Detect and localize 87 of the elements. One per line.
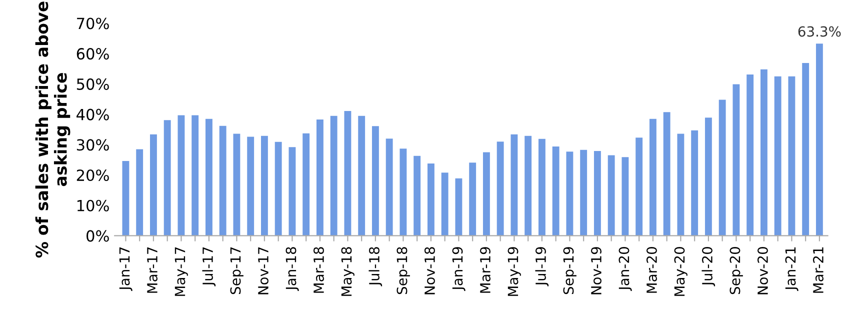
bar — [219, 126, 226, 236]
y-tick-label: 0% — [86, 230, 109, 242]
y-axis-title: % of sales with price above asking price — [35, 2, 70, 258]
bar — [136, 149, 144, 236]
bar — [663, 112, 670, 236]
bar — [441, 172, 448, 236]
x-tick-label: Mar-19 — [480, 247, 490, 293]
bar — [677, 134, 684, 236]
x-tick-label: May-17 — [174, 247, 188, 296]
x-tick-label: May-18 — [341, 247, 354, 296]
bar — [622, 157, 629, 236]
x-tick-label: Sep-20 — [730, 247, 743, 294]
bar — [302, 133, 310, 236]
y-tick-label: 10% — [77, 200, 109, 212]
bar — [455, 178, 462, 236]
bar — [816, 44, 823, 236]
x-tick-label: Jan-17 — [119, 247, 132, 291]
bar — [538, 138, 546, 236]
bar — [691, 130, 698, 236]
x-tick-label: Jul-17 — [202, 247, 216, 286]
bar — [372, 126, 379, 236]
bar — [274, 142, 282, 236]
y-tick-label: 20% — [76, 169, 109, 182]
x-tick-label: May-20 — [674, 247, 688, 296]
x-tick-label: Nov-19 — [590, 247, 602, 294]
bar — [746, 74, 754, 236]
y-tick-label: 40% — [76, 108, 109, 120]
bar — [649, 118, 656, 236]
bar — [566, 152, 574, 236]
bar — [636, 138, 643, 236]
bar — [400, 148, 407, 236]
bar — [788, 76, 796, 236]
x-tick-label: Jul-18 — [368, 247, 382, 286]
bar — [247, 136, 254, 236]
bar — [552, 146, 560, 236]
bar — [482, 152, 490, 236]
bar — [164, 120, 171, 236]
bar — [358, 116, 366, 236]
bar — [469, 162, 476, 236]
bar — [594, 151, 601, 236]
x-tick-label: Jul-19 — [535, 247, 549, 286]
bar — [510, 134, 518, 236]
bar — [150, 134, 157, 236]
bar — [122, 161, 130, 236]
x-tick-label: Jan-18 — [286, 247, 299, 291]
bar — [288, 147, 296, 236]
x-tick-label: Mar-18 — [313, 247, 324, 293]
bar — [316, 119, 324, 236]
bar — [260, 136, 268, 236]
x-tick-label: Jan-20 — [618, 247, 632, 291]
x-tick-label: May-19 — [508, 247, 521, 296]
bar — [760, 69, 768, 236]
bar — [330, 116, 338, 236]
x-tick-label: Jan-21 — [785, 247, 798, 291]
data-label: 63.3% — [798, 26, 841, 37]
y-tick-label: 70% — [77, 18, 109, 30]
bar — [192, 115, 199, 236]
x-tick-label: Mar-17 — [147, 247, 158, 293]
x-tick-label: Sep-18 — [396, 247, 410, 294]
bar — [344, 110, 352, 236]
bar — [732, 84, 740, 236]
bar — [205, 118, 212, 236]
bar — [802, 63, 810, 236]
bar — [608, 155, 615, 236]
y-tick-label: 30% — [76, 139, 109, 151]
y-tick-label: 60% — [76, 48, 109, 60]
x-tick-label: Nov-18 — [424, 247, 435, 294]
bar — [233, 134, 240, 236]
bar — [414, 156, 421, 236]
x-tick-label: Mar-20 — [646, 247, 657, 293]
bar — [580, 150, 588, 236]
bar — [718, 100, 726, 236]
x-tick-label: Nov-20 — [757, 247, 768, 294]
bar — [178, 115, 185, 236]
x-tick-label: Jul-20 — [702, 247, 716, 286]
x-tick-label: Sep-19 — [563, 247, 576, 294]
x-tick-label: Mar-21 — [812, 247, 824, 293]
bar — [427, 163, 434, 236]
bar — [386, 138, 393, 236]
bar — [774, 76, 782, 236]
bar — [704, 118, 712, 236]
x-tick-label: Jan-19 — [452, 247, 466, 291]
x-tick-label: Nov-17 — [258, 247, 268, 294]
x-tick-label: Sep-17 — [230, 247, 244, 294]
bar — [524, 136, 532, 236]
y-tick-label: 50% — [76, 78, 109, 90]
bar — [496, 142, 504, 236]
